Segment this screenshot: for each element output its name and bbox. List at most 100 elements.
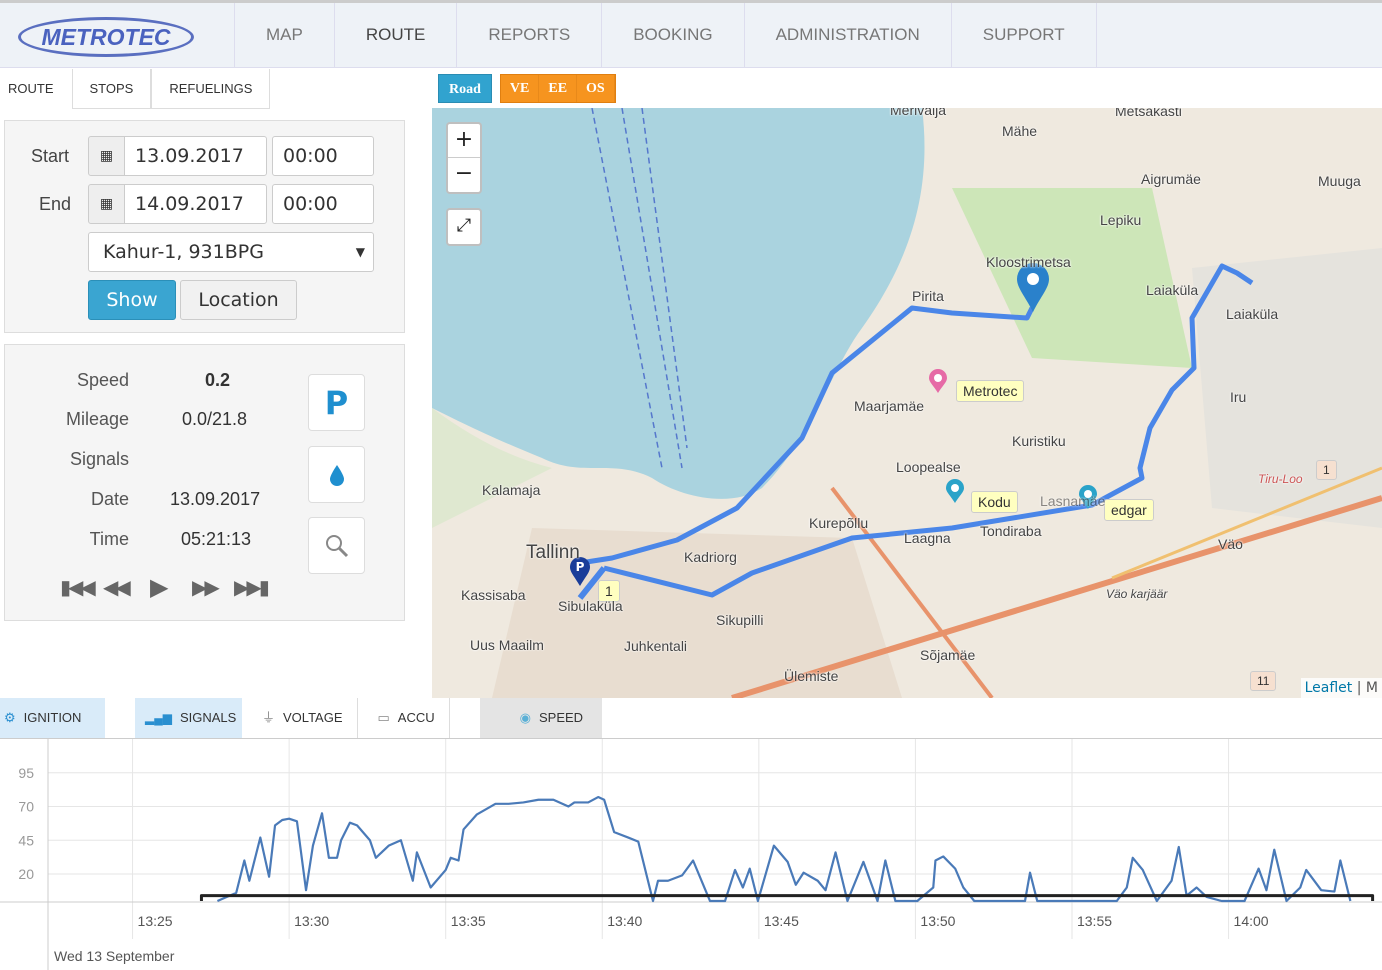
map-label: Loopealse — [896, 459, 961, 475]
map-label: Väo — [1218, 536, 1243, 552]
calendar-icon[interactable]: ▦ — [88, 184, 125, 224]
map-label: Kalamaja — [482, 482, 541, 498]
tab-stops[interactable]: STOPS — [71, 69, 152, 109]
expand-icon: ⤢ — [456, 215, 472, 236]
signal-bars-icon: ▂▄▆ — [145, 711, 172, 725]
attribution-link[interactable]: M — [1365, 680, 1378, 696]
x-tick-label: 13:25 — [138, 913, 173, 929]
nav-booking[interactable]: BOOKING — [601, 3, 743, 68]
metrotec-logo[interactable]: METROTEC — [18, 17, 194, 57]
poi-tooltip: Kodu — [971, 491, 1018, 513]
tab-refuelings[interactable]: REFUELINGS — [151, 69, 271, 109]
tab-accu[interactable]: ▭ ACCU — [358, 698, 450, 738]
chart-tabs: ⚙ IGNITION ▂▄▆ SIGNALS ⏚ VOLTAGE ▭ ACCU ◉ SPE… — [0, 698, 1382, 739]
dropdown-arrow-icon: ▼ — [355, 245, 365, 259]
show-button[interactable]: Show — [88, 280, 176, 320]
poi-marker-icon[interactable] — [928, 368, 948, 394]
vehicle-select[interactable]: Kahur-1, 931BPG ▼ — [88, 232, 374, 272]
layer-ve-button[interactable]: VE — [501, 75, 540, 102]
time-label: Time — [89, 529, 129, 549]
location-button[interactable]: Location — [180, 280, 297, 320]
map-label: Metsakasti — [1115, 108, 1182, 119]
tab-ignition[interactable]: ⚙ IGNITION — [0, 698, 105, 738]
refuel-button[interactable] — [308, 446, 365, 503]
tab-voltage[interactable]: ⏚ VOLTAGE — [242, 698, 358, 738]
date-value: 13.09.2017 — [170, 489, 261, 509]
poi-marker-icon[interactable] — [945, 478, 965, 504]
mileage-value: 0.0/21.8 — [182, 409, 248, 429]
x-tick-label: 13:40 — [607, 913, 642, 929]
map-label: Sibulaküla — [558, 598, 623, 614]
nav-administration[interactable]: ADMINISTRATION — [743, 3, 951, 68]
map-label: Lasnamäe — [1040, 493, 1106, 509]
nav-support[interactable]: SUPPORT — [950, 3, 1097, 68]
rewind-icon[interactable]: ◀◀ — [103, 575, 131, 599]
poi-marker-icon[interactable] — [1078, 484, 1098, 510]
zoom-out-button[interactable]: − — [454, 161, 474, 186]
map-attribution: Leaflet | M — [1300, 678, 1382, 698]
map-layer-switcher: Road VE EE OS — [438, 74, 616, 103]
route-map[interactable]: + − ⤢ P Metrotec Kodu edgar 1 1 11 Meriv… — [432, 108, 1382, 698]
parking-button[interactable]: P — [308, 374, 365, 431]
map-label: Juhkentali — [624, 638, 688, 654]
vehicle-info-panel: Speed 0.2 Mileage 0.0/21.8 Signals Date … — [4, 344, 405, 621]
map-label: Muuga — [1318, 173, 1361, 189]
fast-forward-icon[interactable]: ▶▶ — [192, 575, 220, 599]
y-tick-label: 70 — [18, 799, 34, 815]
layer-road-button[interactable]: Road — [438, 74, 492, 103]
tab-route[interactable]: ROUTE — [8, 81, 54, 96]
map-label: Laiaküla — [1146, 282, 1199, 298]
search-button[interactable] — [308, 517, 365, 574]
sub-tabs: ROUTE STOPS REFUELINGS — [0, 69, 271, 109]
fullscreen-button[interactable]: ⤢ — [446, 208, 482, 246]
map-label: Kuristiku — [1012, 433, 1066, 449]
svg-text:P: P — [576, 560, 585, 574]
end-date-input[interactable]: 14.09.2017 — [124, 184, 267, 224]
layer-ee-button[interactable]: EE — [539, 75, 578, 102]
leaflet-link[interactable]: Leaflet — [1304, 680, 1353, 696]
skip-start-icon[interactable]: ▮◀◀ — [60, 575, 96, 599]
skip-end-icon[interactable]: ▶▶▮ — [234, 575, 270, 599]
end-marker-icon[interactable] — [1015, 262, 1051, 314]
speed-value: 0.2 — [205, 370, 231, 390]
search-icon — [325, 534, 348, 557]
map-label: Kurepõllu — [809, 515, 869, 531]
road-shield: 1 — [1316, 460, 1337, 480]
map-label: Väo karjäär — [1106, 587, 1168, 601]
layer-os-button[interactable]: OS — [577, 75, 615, 102]
calendar-icon[interactable]: ▦ — [88, 136, 125, 176]
start-date-input[interactable]: 13.09.2017 — [124, 136, 267, 176]
x-tick-label: 14:00 — [1234, 913, 1269, 929]
nav-route[interactable]: ROUTE — [333, 3, 457, 68]
map-label: Maarjamäe — [854, 398, 925, 414]
nav-reports[interactable]: REPORTS — [456, 3, 601, 68]
tab-speed[interactable]: ◉ SPEED — [479, 698, 602, 738]
nav-map[interactable]: MAP — [234, 3, 334, 68]
tab-signals[interactable]: ▂▄▆ SIGNALS — [135, 698, 242, 738]
start-time-input[interactable]: 00:00 — [272, 136, 374, 176]
map-label: Uus Maailm — [470, 637, 544, 653]
engine-icon: ⚙ — [4, 710, 16, 725]
route-line — [579, 305, 1035, 566]
parking-marker-icon[interactable]: P — [569, 556, 591, 588]
map-label: Laagna — [904, 530, 951, 546]
end-time-input[interactable]: 00:00 — [272, 184, 374, 224]
battery-icon: ▭ — [377, 710, 390, 725]
poi-tooltip: Metrotec — [956, 380, 1025, 402]
signals-label: Signals — [69, 449, 129, 469]
route-form: Start ▦ 13.09.2017 00:00 End ▦ 14.09.201… — [4, 120, 405, 333]
map-label: Iru — [1230, 389, 1247, 405]
y-tick-label: 45 — [18, 832, 34, 848]
x-tick-label: 13:35 — [451, 913, 486, 929]
map-label: Kassisaba — [461, 587, 526, 603]
series-speed — [216, 795, 1352, 903]
map-label: Kloostrimetsa — [986, 254, 1071, 270]
map-label: Pirita — [912, 288, 944, 304]
zoom-control: + − — [446, 122, 482, 194]
speedometer-icon: ◉ — [519, 710, 531, 725]
date-label: Date — [90, 489, 129, 509]
map-label: Sõjamäe — [920, 647, 976, 663]
play-icon[interactable]: ▶ — [150, 573, 169, 601]
zoom-in-button[interactable]: + — [448, 124, 480, 158]
route-line — [603, 263, 1254, 598]
